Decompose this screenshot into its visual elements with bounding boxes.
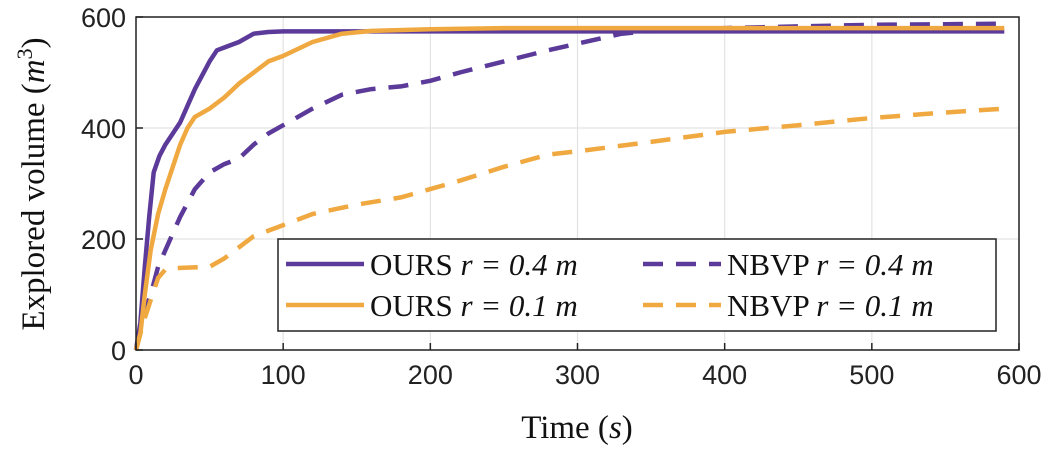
y-tick-label: 200: [81, 225, 126, 255]
series-line-3: [133, 106, 1005, 351]
x-tick-label: 0: [128, 360, 143, 390]
series-line-2: [133, 25, 1005, 351]
x-tick-label: 600: [996, 360, 1041, 390]
x-tick-label: 200: [408, 360, 453, 390]
legend: OURS r = 0.4 m NBVP r = 0.4 m OURS r = 0…: [277, 238, 997, 332]
y-axis-label: Explored volume (m3): [12, 37, 53, 330]
legend-box: [277, 238, 997, 332]
x-tick-label: 300: [555, 360, 600, 390]
legend-entry-nbvp-04: NBVP r = 0.4 m: [727, 247, 934, 282]
legend-entry-ours-04: OURS r = 0.4 m: [370, 247, 578, 282]
legend-entry-nbvp-01: NBVP r = 0.1 m: [727, 288, 934, 323]
series-line-1: [133, 21, 1005, 351]
series-layer: [133, 21, 1005, 351]
y-tick-label: 400: [81, 114, 126, 144]
x-tick-label: 500: [849, 360, 894, 390]
x-tick-label: 400: [702, 360, 747, 390]
x-axis-label: Time (s): [521, 410, 633, 446]
legend-entry-ours-01: OURS r = 0.1 m: [370, 288, 578, 323]
x-tick-label: 100: [261, 360, 306, 390]
tick-labels: 0 100 200 300 400 500 600 0 200 400 600: [81, 3, 1042, 390]
y-tick-label: 600: [81, 3, 126, 33]
y-tick-label: 0: [111, 336, 126, 366]
